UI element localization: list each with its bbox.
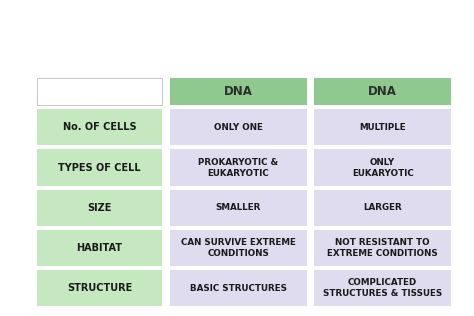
Text: BASIC STRUCTURES: BASIC STRUCTURES [190, 284, 287, 293]
Bar [170, 270, 307, 307]
Text: NOT RESISTANT TO
EXTREME CONDITIONS: NOT RESISTANT TO EXTREME CONDITIONS [328, 238, 438, 258]
Bar [314, 190, 451, 226]
Bar [170, 190, 307, 226]
Bar [37, 270, 162, 307]
Text: DNA: DNA [368, 85, 397, 98]
Text: MULTIPLE: MULTIPLE [359, 123, 406, 132]
Bar [37, 230, 162, 266]
Text: DIFFERENCES BETWEEN: DIFFERENCES BETWEEN [155, 14, 319, 27]
Text: ONLY
EUKARYOTIC: ONLY EUKARYOTIC [352, 158, 414, 178]
Bar [314, 270, 451, 307]
Bar [37, 149, 162, 186]
Text: CAN SURVIVE EXTREME
CONDITIONS: CAN SURVIVE EXTREME CONDITIONS [181, 238, 296, 258]
Text: HABITAT: HABITAT [77, 243, 123, 253]
Text: ONLY ONE: ONLY ONE [214, 123, 263, 132]
Bar [37, 109, 162, 145]
Text: STRUCTURE: STRUCTURE [67, 283, 132, 293]
Bar [170, 149, 307, 186]
Text: No. OF CELLS: No. OF CELLS [63, 122, 137, 132]
Bar [314, 149, 451, 186]
Text: DNA: DNA [224, 85, 253, 98]
Text: TYPES OF CELL: TYPES OF CELL [58, 163, 141, 173]
Bar [314, 78, 451, 105]
Text: SMALLER: SMALLER [216, 203, 261, 212]
Bar [170, 230, 307, 266]
Bar [37, 190, 162, 226]
Text: SIZE: SIZE [87, 203, 112, 213]
Bar [170, 109, 307, 145]
Text: LARGER: LARGER [363, 203, 402, 212]
Bar [37, 78, 162, 105]
Text: PROKARYOTIC &
EUKARYOTIC: PROKARYOTIC & EUKARYOTIC [198, 158, 278, 178]
Bar [314, 230, 451, 266]
Bar [314, 109, 451, 145]
Bar [170, 78, 307, 105]
Text: COMPLICATED
STRUCTURES & TISSUES: COMPLICATED STRUCTURES & TISSUES [323, 278, 442, 298]
Text: UNICELLULAR & MULTICELLULAR ORGANISMS: UNICELLULAR & MULTICELLULAR ORGANISMS [81, 39, 393, 52]
